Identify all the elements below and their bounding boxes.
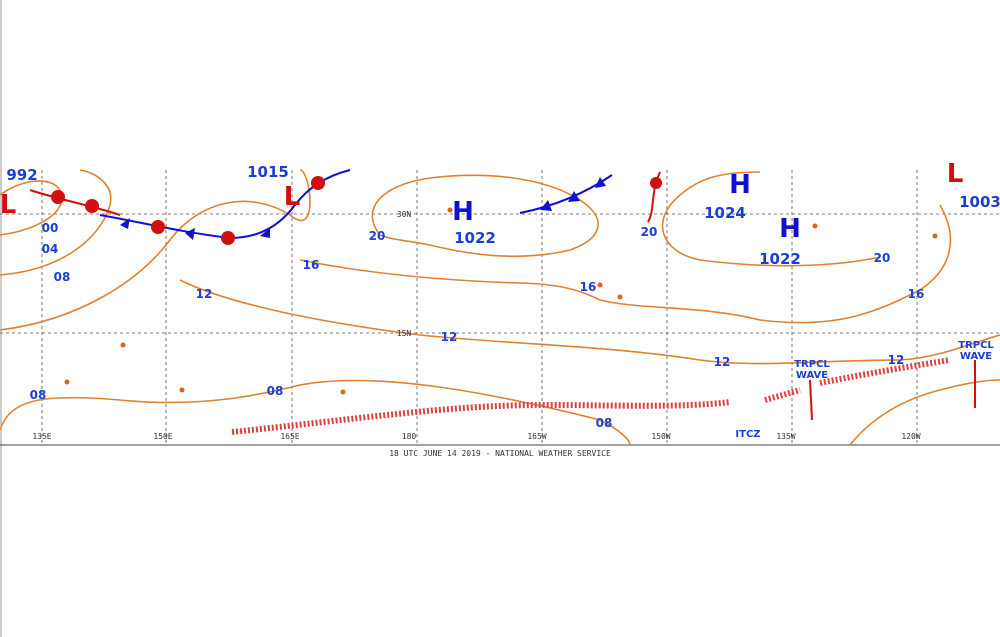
longitude-label: 135W xyxy=(776,432,795,441)
isobar xyxy=(0,379,631,446)
high-symbol: H xyxy=(452,197,474,227)
isobar xyxy=(0,180,63,236)
map-frame: L 992 L 1015 H 1022 H 1024 H 1022 L 1003… xyxy=(0,159,1000,446)
station xyxy=(340,389,346,395)
front-symbol xyxy=(151,220,165,234)
itcz-band xyxy=(819,357,951,386)
station xyxy=(64,379,70,385)
isobar-label: 20 xyxy=(874,251,891,265)
latitude-label: 15N xyxy=(397,329,412,338)
isobar xyxy=(849,379,1000,446)
isobar-label: 16 xyxy=(580,280,597,294)
isobar-label: 12 xyxy=(714,355,731,369)
isobar xyxy=(661,171,881,267)
front-symbol xyxy=(221,231,235,245)
front-symbol xyxy=(540,200,552,211)
isobar-label: 16 xyxy=(908,287,925,301)
front-symbol xyxy=(51,190,65,204)
longitude-label: 135E xyxy=(32,432,51,441)
longitude-label: 120W xyxy=(901,432,920,441)
label-line: WAVE xyxy=(796,370,828,381)
isobar xyxy=(0,169,311,331)
footer: 18 UTC JUNE 14 2019 - NATIONAL WEATHER S… xyxy=(389,449,611,458)
pressure-label: 1015 xyxy=(247,163,289,181)
station xyxy=(120,342,126,348)
itcz-label: ITCZ xyxy=(735,429,760,440)
isobars xyxy=(0,169,1000,446)
isobar xyxy=(179,279,1000,365)
fronts xyxy=(29,169,662,245)
tropical-wave-label: TRPCL WAVE xyxy=(958,340,994,362)
isobar xyxy=(371,174,599,258)
front-symbol xyxy=(595,177,606,188)
isobar-label: 08 xyxy=(596,416,613,430)
isobar-label: 16 xyxy=(303,258,320,272)
front-symbol xyxy=(185,228,195,240)
isobar-label: 20 xyxy=(369,229,386,243)
tropical-wave-label: TRPCL WAVE xyxy=(794,359,830,381)
latitude-label: 30N xyxy=(397,210,412,219)
low-symbol: L xyxy=(947,159,964,189)
trough-axis xyxy=(809,379,813,421)
front-symbol xyxy=(568,191,580,202)
itcz xyxy=(231,357,976,435)
label-line: TRPCL xyxy=(794,359,830,370)
low-symbol: L xyxy=(284,182,301,212)
front-symbol xyxy=(85,199,99,213)
station xyxy=(617,294,623,300)
low-symbol: L xyxy=(0,190,16,220)
pressure-label: 1024 xyxy=(704,204,746,222)
isobar-label: 12 xyxy=(441,330,458,344)
station-plots xyxy=(64,207,938,395)
isobar-label: 12 xyxy=(196,287,213,301)
isobar xyxy=(299,204,952,324)
warm-front xyxy=(29,189,121,216)
longitude-label: 165W xyxy=(527,432,546,441)
isobar-label: 00 xyxy=(42,221,59,235)
itcz-band xyxy=(231,399,731,435)
station xyxy=(447,207,453,213)
isobar-label: 12 xyxy=(888,353,905,367)
pressure-label: 1022 xyxy=(454,229,496,247)
isobar-label: 04 xyxy=(42,242,59,256)
label-line: TRPCL xyxy=(958,340,994,351)
front-symbol xyxy=(650,177,662,189)
label-line: WAVE xyxy=(960,351,992,362)
longitude-label: 150W xyxy=(651,432,670,441)
longitude-label: 180 xyxy=(402,432,417,441)
isobar-label: 08 xyxy=(54,270,71,284)
pressure-label: 992 xyxy=(6,166,37,184)
high-symbol: H xyxy=(779,214,801,244)
longitude-label: 165E xyxy=(280,432,299,441)
front-symbol xyxy=(120,218,130,229)
high-symbol: H xyxy=(729,170,751,200)
station xyxy=(179,387,185,393)
front-symbol xyxy=(260,228,270,238)
front-symbol xyxy=(311,176,325,190)
station xyxy=(932,233,938,239)
isobar-label: 08 xyxy=(267,384,284,398)
longitude-label: 150E xyxy=(153,432,172,441)
station xyxy=(597,282,603,288)
station xyxy=(812,223,818,229)
pressure-label: 1003 xyxy=(959,193,1000,211)
pressure-label: 1022 xyxy=(759,250,801,268)
isobar-label: 08 xyxy=(30,388,47,402)
isobar-label: 20 xyxy=(641,225,658,239)
